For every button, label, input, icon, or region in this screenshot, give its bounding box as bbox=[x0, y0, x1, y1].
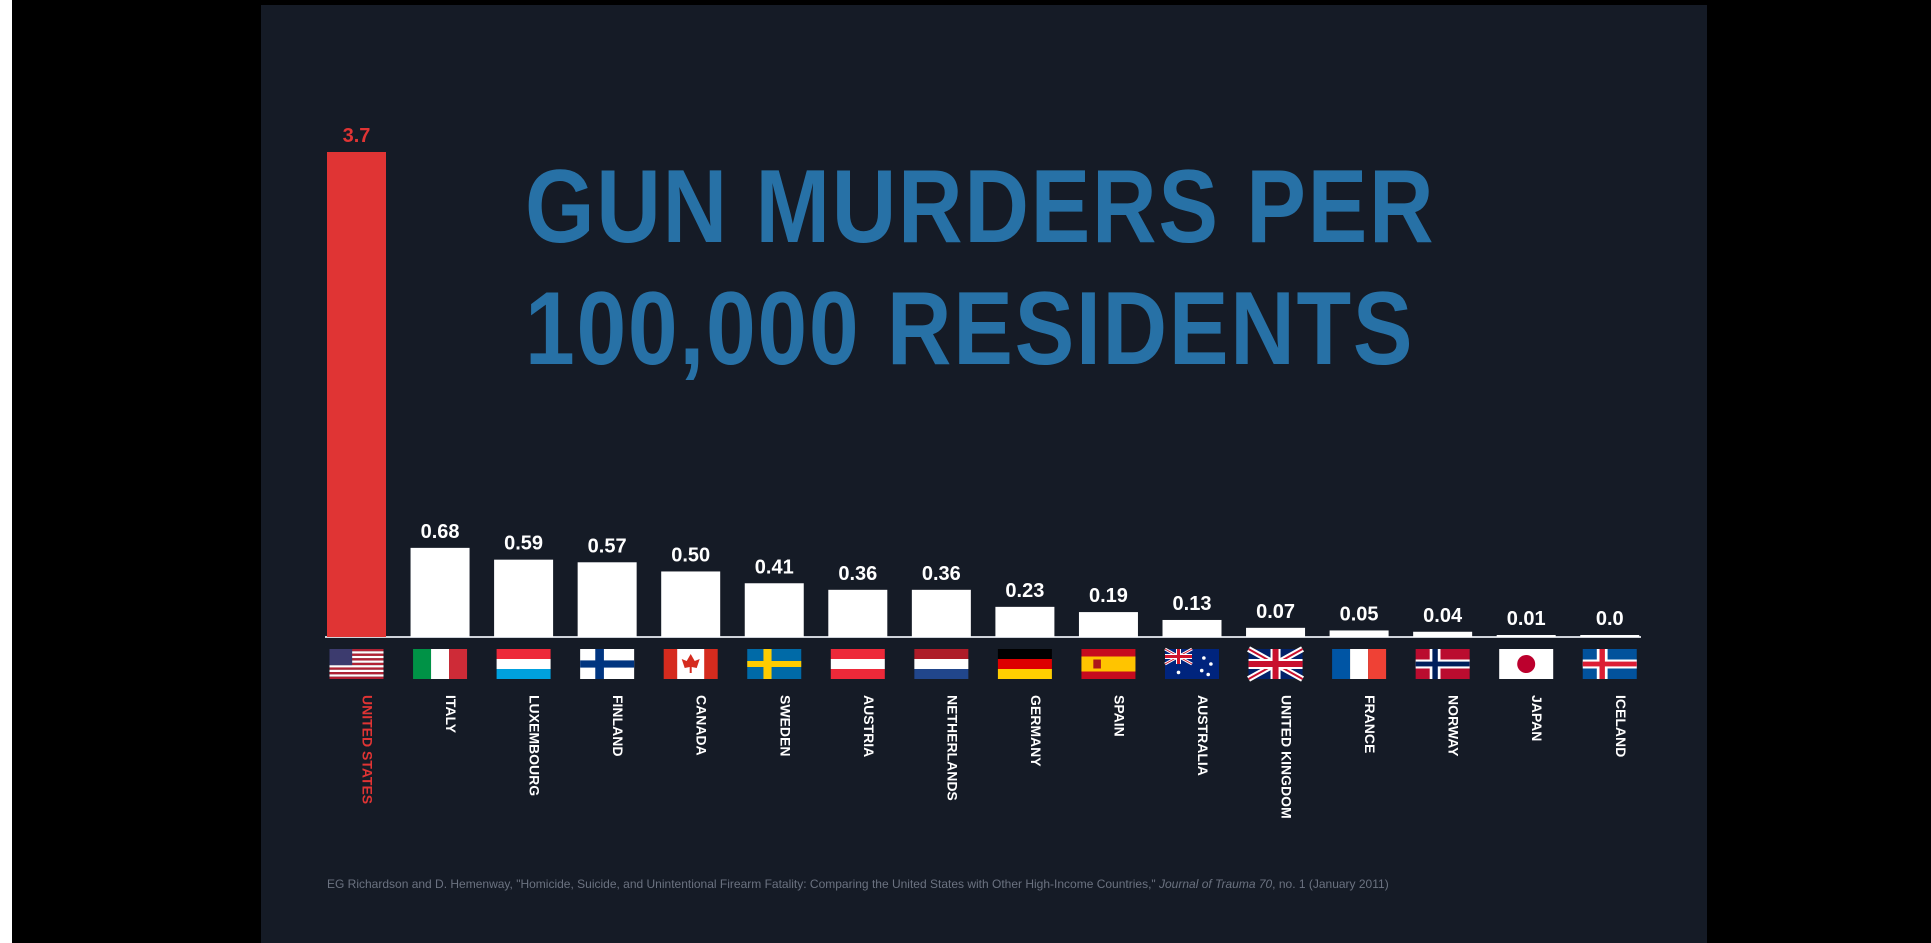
norway-flag-icon bbox=[1415, 649, 1470, 679]
value-label: 0.05 bbox=[1340, 603, 1379, 625]
category-label: FINLAND bbox=[610, 695, 626, 756]
value-label: 0.36 bbox=[922, 563, 961, 585]
category-label: ITALY bbox=[443, 695, 459, 734]
bar-norway bbox=[1413, 631, 1473, 637]
category-label: SWEDEN bbox=[777, 695, 793, 756]
category-label: NETHERLANDS bbox=[944, 695, 960, 801]
category-label: UNITED KINGDOM bbox=[1279, 695, 1295, 819]
source-text-before: EG Richardson and D. Hemenway, "Homicide… bbox=[327, 877, 1159, 891]
bar-austria bbox=[828, 589, 888, 637]
value-label: 0.23 bbox=[1005, 580, 1044, 602]
category-label: JAPAN bbox=[1529, 695, 1545, 741]
bar-canada bbox=[661, 571, 721, 637]
japan-flag-icon bbox=[1499, 649, 1554, 679]
source-text-after: , no. 1 (January 2011) bbox=[1272, 877, 1389, 891]
canada-flag-icon bbox=[663, 649, 718, 679]
category-label: AUSTRALIA bbox=[1195, 695, 1211, 776]
bar-finland bbox=[577, 562, 637, 637]
sweden-flag-icon bbox=[747, 649, 802, 679]
value-label: 0.36 bbox=[838, 563, 877, 585]
value-label: 0.0 bbox=[1596, 608, 1624, 630]
germany-flag-icon bbox=[997, 649, 1052, 679]
finland-flag-icon bbox=[580, 649, 635, 679]
us-flag-icon bbox=[329, 649, 384, 679]
category-label: LUXEMBOURG bbox=[527, 695, 543, 796]
value-label: 0.50 bbox=[671, 544, 710, 566]
bar-luxembourg bbox=[494, 559, 554, 637]
value-label: 0.59 bbox=[504, 533, 543, 555]
chart-slide: GUN MURDERS PER 100,000 RESIDENTS 3.7 UNI… bbox=[261, 5, 1707, 943]
value-label: 0.57 bbox=[588, 535, 627, 557]
netherlands-flag-icon bbox=[914, 649, 969, 679]
category-label: UNITED STATES bbox=[360, 695, 376, 804]
category-label: ICELAND bbox=[1613, 695, 1629, 757]
bar-netherlands bbox=[911, 589, 971, 637]
chart-title-line-1: GUN MURDERS PER bbox=[525, 149, 1436, 265]
value-label: 3.7 bbox=[343, 125, 371, 147]
value-label: 0.41 bbox=[755, 556, 794, 578]
bar-united-kingdom bbox=[1246, 627, 1306, 637]
bar-japan bbox=[1496, 635, 1556, 637]
bar-italy bbox=[410, 547, 470, 637]
video-frame: GUN MURDERS PER 100,000 RESIDENTS 3.7 UNI… bbox=[12, 0, 1931, 943]
chart-title-line-2: 100,000 RESIDENTS bbox=[525, 271, 1415, 387]
austria-flag-icon bbox=[830, 649, 885, 679]
bar-germany bbox=[995, 606, 1055, 637]
value-label: 0.07 bbox=[1256, 601, 1295, 623]
australia-flag-icon bbox=[1164, 647, 1219, 679]
bar-australia bbox=[1162, 619, 1222, 637]
category-label: NORWAY bbox=[1446, 695, 1462, 757]
value-label: 0.68 bbox=[421, 521, 460, 543]
spain-flag-icon bbox=[1081, 649, 1136, 679]
value-label: 0.01 bbox=[1507, 608, 1546, 630]
category-label: GERMANY bbox=[1028, 695, 1044, 767]
iceland-flag-icon bbox=[1582, 649, 1637, 679]
uk-flag-icon bbox=[1247, 646, 1305, 682]
category-label: SPAIN bbox=[1111, 695, 1127, 737]
source-journal: Journal of Trauma 70 bbox=[1159, 877, 1273, 891]
france-flag-icon bbox=[1332, 649, 1387, 679]
value-label: 0.13 bbox=[1173, 593, 1212, 615]
luxembourg-flag-icon bbox=[496, 649, 551, 679]
bar-chart: 3.7 UNITED STATES 0.68 ITALY 0.59 LUXEMBOURG 0… bbox=[325, 125, 1641, 819]
italy-flag-icon bbox=[413, 649, 468, 679]
category-label: FRANCE bbox=[1362, 695, 1378, 753]
category-label: CANADA bbox=[694, 695, 710, 756]
source-citation: EG Richardson and D. Hemenway, "Homicide… bbox=[327, 877, 1389, 891]
category-label: AUSTRIA bbox=[861, 695, 877, 757]
bar-sweden bbox=[744, 583, 804, 637]
value-label: 0.19 bbox=[1089, 585, 1128, 607]
bar-iceland bbox=[1580, 635, 1640, 637]
bar-france bbox=[1329, 630, 1389, 637]
bar-united-states bbox=[327, 152, 386, 637]
value-label: 0.04 bbox=[1423, 605, 1463, 627]
bar-spain bbox=[1078, 612, 1138, 637]
